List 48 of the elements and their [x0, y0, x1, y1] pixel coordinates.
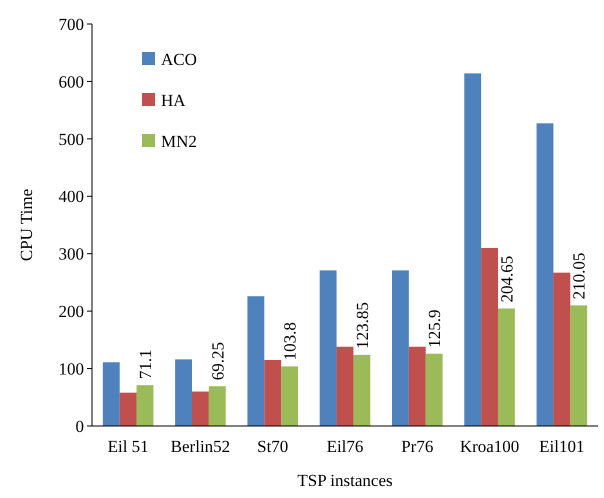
data-label: 71.1	[136, 349, 156, 380]
bar	[426, 354, 443, 426]
bar	[553, 272, 570, 426]
y-tick-label: 600	[58, 72, 84, 92]
data-label: 204.65	[497, 256, 516, 302]
legend-label: MN2	[161, 132, 197, 151]
bar	[408, 346, 426, 426]
x-tick-label: Eil 51	[108, 437, 149, 456]
bar	[192, 392, 209, 426]
bar	[464, 73, 482, 426]
bar	[320, 270, 337, 426]
bar	[102, 362, 120, 426]
x-axis-title: TSP instances	[297, 471, 393, 490]
x-tick-label: Berlin52	[170, 437, 230, 456]
bar	[481, 248, 498, 426]
bar	[208, 386, 226, 426]
y-tick-label: 300	[58, 244, 84, 264]
bar	[353, 354, 370, 426]
y-tick-label: 100	[58, 360, 84, 379]
x-tick-label: Pr76	[401, 437, 434, 456]
bar	[570, 305, 588, 426]
x-tick-label: Eil101	[539, 437, 585, 456]
bar	[498, 308, 515, 426]
y-tick-label: 500	[58, 130, 84, 149]
bar	[336, 346, 354, 426]
y-tick-label: 0	[76, 416, 84, 436]
bar	[536, 123, 554, 426]
y-tick-label: 700	[58, 14, 84, 34]
x-tick-label: Kroa100	[460, 437, 520, 456]
data-label: 123.85	[352, 302, 372, 349]
x-tick-label: Eil76	[326, 437, 364, 456]
y-axis-title: CPU Time	[17, 188, 36, 262]
bar	[264, 360, 282, 426]
bar	[281, 366, 298, 426]
bar	[136, 385, 154, 426]
bar	[247, 296, 264, 426]
legend-label: ACO	[161, 50, 197, 69]
data-label: 103.8	[280, 322, 300, 360]
x-tick-label: St70	[257, 437, 288, 456]
bar	[392, 270, 409, 426]
data-label: 125.9	[425, 309, 444, 348]
y-tick-label: 200	[58, 302, 84, 322]
bar	[175, 359, 192, 426]
data-label: 69.25	[208, 342, 228, 380]
y-tick-label: 400	[58, 187, 84, 206]
data-label: 210.05	[570, 252, 589, 300]
legend-label: HA	[161, 90, 186, 110]
bar	[120, 392, 137, 426]
